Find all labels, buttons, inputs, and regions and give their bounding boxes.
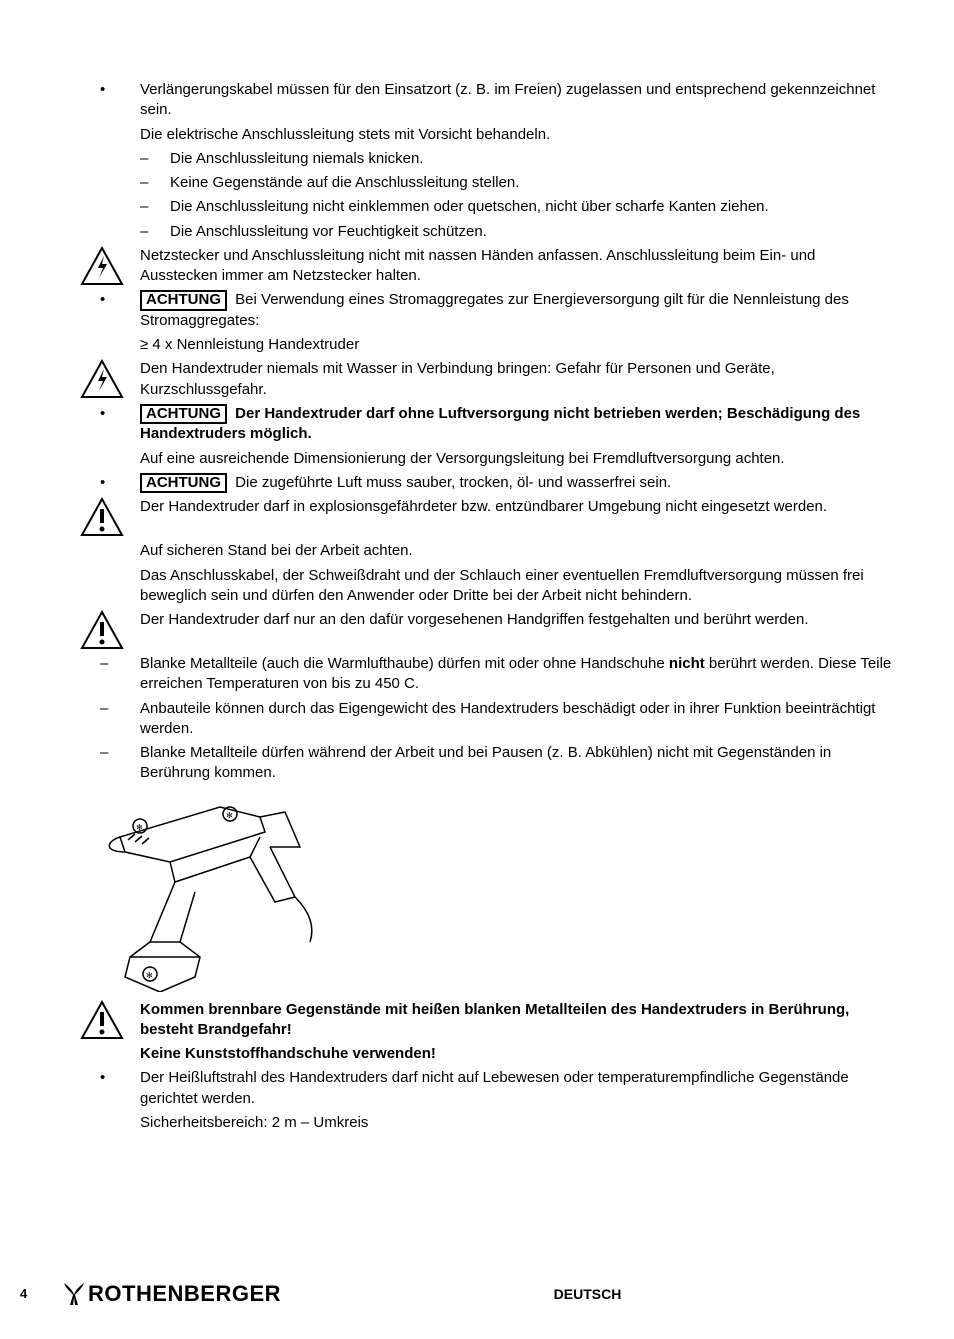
warning-bold-text: Kommen brennbare Gegenstände mit heißen … <box>140 1000 894 1041</box>
bullet-text: Verlängerungskabel müssen für den Einsat… <box>140 80 894 121</box>
warning-electric-row: Den Handextruder niemals mit Wasser in V… <box>60 359 894 400</box>
warning-text: Der Handextruder darf in explosionsgefäh… <box>140 497 894 517</box>
bullet-text: ACHTUNG Die zugeführte Luft muss sauber,… <box>140 473 894 494</box>
dash-list-secondary: – Blanke Metallteile (auch die Warmlufth… <box>100 654 894 784</box>
bullet-marker: • <box>60 80 140 121</box>
bullet-marker: • <box>60 404 140 445</box>
warning-text: Der Handextruder darf nur an den dafür v… <box>140 610 894 630</box>
bullet-text: ACHTUNG Der Handextruder darf ohne Luftv… <box>140 404 894 445</box>
bullet-marker: • <box>60 290 140 331</box>
dash-text: Anbauteile können durch das Eigengewicht… <box>140 699 894 740</box>
achtung-badge: ACHTUNG <box>140 404 227 425</box>
bullet-text: ACHTUNG Bei Verwendung eines Stromaggreg… <box>140 290 894 331</box>
document-page: • Verlängerungskabel müssen für den Eins… <box>0 0 954 1339</box>
page-footer: 4 ROTHENBERGER DEUTSCH <box>0 1279 954 1309</box>
bold-instruction: Keine Kunststoffhandschuhe verwenden! <box>140 1044 894 1064</box>
svg-text:✻: ✻ <box>226 811 233 820</box>
svg-text:✻: ✻ <box>136 823 143 832</box>
dash-marker: – <box>140 173 170 193</box>
indent-text: ≥ 4 x Nennleistung Handextruder <box>140 335 894 355</box>
svg-text:✻: ✻ <box>146 971 153 980</box>
dash-marker: – <box>100 743 140 784</box>
dash-marker: – <box>140 149 170 169</box>
pliers-icon <box>60 1281 88 1307</box>
dash-item: – Die Anschlussleitung vor Feuchtigkeit … <box>140 222 894 242</box>
bullet-item: • ACHTUNG Der Handextruder darf ohne Luf… <box>60 404 894 445</box>
indent-text: Das Anschlusskabel, der Schweißdraht und… <box>140 566 894 607</box>
language-label: DEUTSCH <box>221 1285 954 1304</box>
dash-text: Die Anschlussleitung vor Feuchtigkeit sc… <box>170 222 894 242</box>
indent-text: Auf sicheren Stand bei der Arbeit achten… <box>140 541 894 561</box>
exclamation-triangle-icon <box>60 610 140 650</box>
indent-text: Auf eine ausreichende Dimensionierung de… <box>140 449 894 469</box>
warning-text: Den Handextruder niemals mit Wasser in V… <box>140 359 894 400</box>
text-run: Die zugeführte Luft muss sauber, trocken… <box>231 474 671 491</box>
text-run: Blanke Metallteile (auch die Warmlufthau… <box>140 655 669 672</box>
dash-item: – Keine Gegenstände auf die Anschlusslei… <box>140 173 894 193</box>
bold-text: Der Handextruder darf ohne Luftversorgun… <box>140 405 860 443</box>
bullet-item: • Der Heißluftstrahl des Handextruders d… <box>60 1068 894 1109</box>
dash-text: Blanke Metallteile (auch die Warmlufthau… <box>140 654 894 695</box>
dash-item: – Blanke Metallteile dürfen während der … <box>100 743 894 784</box>
bullet-marker: • <box>60 1068 140 1109</box>
achtung-badge: ACHTUNG <box>140 290 227 311</box>
dash-item: – Die Anschlussleitung niemals knicken. <box>140 149 894 169</box>
bullet-item: • ACHTUNG Die zugeführte Luft muss saube… <box>60 473 894 494</box>
dash-text: Keine Gegenstände auf die Anschlussleitu… <box>170 173 894 193</box>
lightning-triangle-icon <box>60 246 140 286</box>
dash-marker: – <box>100 699 140 740</box>
dash-text: Die Anschlussleitung niemals knicken. <box>170 149 894 169</box>
exclamation-triangle-icon <box>60 497 140 537</box>
bold-text: nicht <box>669 655 705 672</box>
warning-electric-row: Netzstecker und Anschlussleitung nicht m… <box>60 246 894 287</box>
dash-list: – Die Anschlussleitung niemals knicken. … <box>140 149 894 242</box>
warning-caution-row: Der Handextruder darf in explosionsgefäh… <box>60 497 894 537</box>
warning-text: Netzstecker und Anschlussleitung nicht m… <box>140 246 894 287</box>
exclamation-triangle-icon <box>60 1000 140 1040</box>
bullet-item: • ACHTUNG Bei Verwendung eines Stromaggr… <box>60 290 894 331</box>
text-run: Bei Verwendung eines Stromaggregates zur… <box>140 291 849 329</box>
dash-marker: – <box>140 222 170 242</box>
bullet-text: Der Heißluftstrahl des Handextruders dar… <box>140 1068 894 1109</box>
achtung-badge: ACHTUNG <box>140 473 227 494</box>
bullet-marker: • <box>60 473 140 494</box>
indent-text: Sicherheitsbereich: 2 m – Umkreis <box>140 1113 894 1133</box>
dash-text: Blanke Metallteile dürfen während der Ar… <box>140 743 894 784</box>
dash-marker: – <box>140 197 170 217</box>
bullet-item: • Verlängerungskabel müssen für den Eins… <box>60 80 894 121</box>
dash-item: – Blanke Metallteile (auch die Warmlufth… <box>100 654 894 695</box>
indent-text: Die elektrische Anschlussleitung stets m… <box>140 125 894 145</box>
dash-text: Die Anschlussleitung nicht einklemmen od… <box>170 197 894 217</box>
extruder-illustration: ✻ ✻ ✻ <box>100 792 894 992</box>
dash-item: – Anbauteile können durch das Eigengewic… <box>100 699 894 740</box>
warning-fire-row: Kommen brennbare Gegenstände mit heißen … <box>60 1000 894 1041</box>
dash-item: – Die Anschlussleitung nicht einklemmen … <box>140 197 894 217</box>
page-number: 4 <box>0 1285 60 1303</box>
lightning-triangle-icon <box>60 359 140 399</box>
dash-marker: – <box>100 654 140 695</box>
warning-caution-row: Der Handextruder darf nur an den dafür v… <box>60 610 894 650</box>
